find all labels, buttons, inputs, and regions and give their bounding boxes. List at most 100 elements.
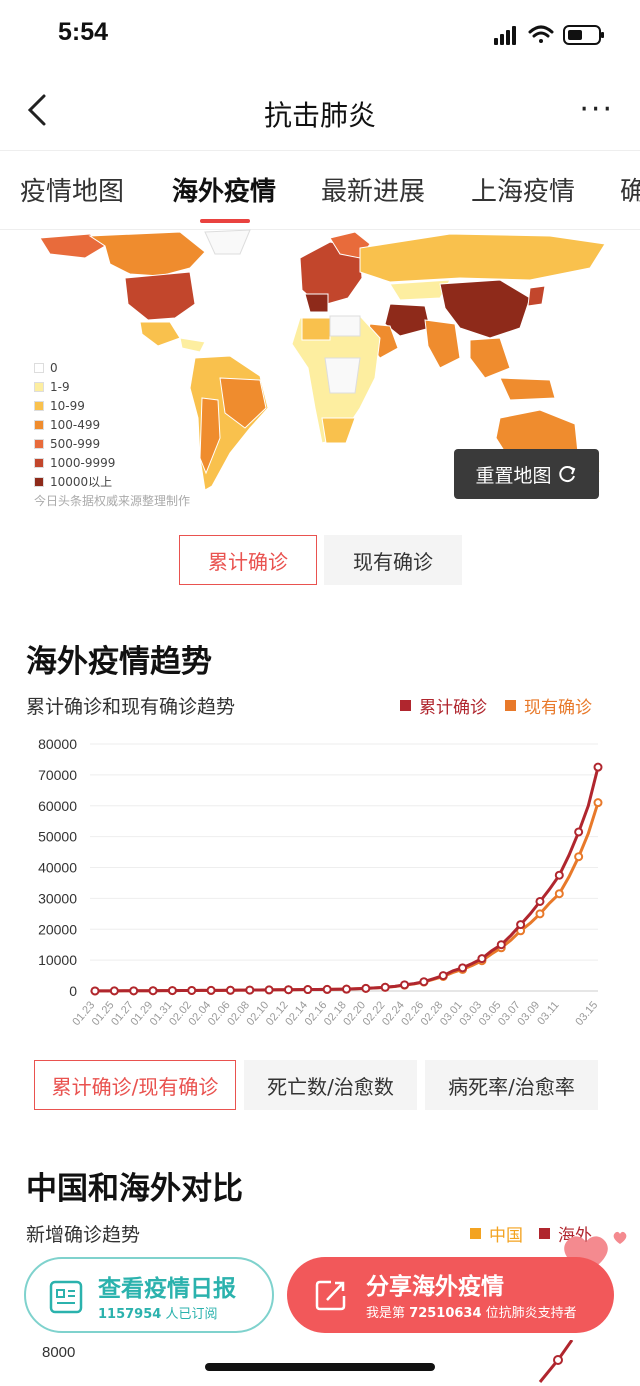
- data-point: [225, 985, 235, 995]
- legend-row: 1000-9999: [34, 453, 115, 472]
- data-point: [90, 986, 100, 996]
- data-point: [496, 940, 506, 950]
- data-point: [129, 986, 139, 996]
- legend-swatch: [34, 362, 44, 373]
- trend-line-chart: 0 10000 20000 30000 40000 50000 60000 70000 8000…: [38, 736, 603, 1028]
- x-tick-label: 03.15: [573, 999, 600, 1028]
- page-title: 抗击肺炎: [263, 99, 376, 132]
- legend-china-swatch: [470, 1228, 481, 1239]
- legend-row: 1-9: [34, 377, 115, 396]
- y-tick-label: 0: [69, 983, 77, 999]
- reset-map-label: 重置地图: [475, 464, 552, 487]
- data-point: [264, 985, 274, 995]
- x-tick-label: 03.09: [515, 999, 542, 1028]
- trend-legend: 累计确诊 现有确诊: [400, 693, 592, 718]
- home-indicator: [205, 1363, 435, 1371]
- report-icon: [49, 1280, 83, 1314]
- more-icon[interactable]: ···: [579, 92, 614, 127]
- share-icon: [315, 1280, 346, 1311]
- legend-china-label: 中国: [489, 1226, 523, 1246]
- compare-axis-label: 8000: [42, 1344, 76, 1361]
- legend-row: 500-999: [34, 434, 115, 453]
- y-tick-label: 70000: [38, 767, 77, 783]
- data-point: [380, 982, 390, 992]
- legend-overseas-swatch: [539, 1228, 550, 1239]
- y-tick-label: 80000: [38, 736, 77, 752]
- data-point: [419, 977, 429, 987]
- share-overseas-button[interactable]: 分享海外疫情 我是第 72510634 位抗肺炎支持者: [287, 1257, 614, 1333]
- toggle-current-button[interactable]: 现有确诊: [324, 535, 462, 585]
- data-point: [303, 985, 313, 995]
- series-line: [95, 766, 600, 993]
- reset-map-button[interactable]: 重置地图: [454, 449, 599, 499]
- refresh-icon: [558, 466, 575, 483]
- data-point: [458, 963, 468, 973]
- series-line: [95, 802, 600, 993]
- legend-swatch: [34, 381, 44, 392]
- back-icon[interactable]: [20, 90, 60, 130]
- data-point: [167, 986, 177, 996]
- y-tick-label: 30000: [38, 890, 77, 906]
- data-point: [516, 920, 526, 930]
- y-tick-label: 60000: [38, 798, 77, 814]
- data-point: [593, 762, 603, 772]
- data-point: [554, 870, 564, 880]
- legend-row: 10-99: [34, 396, 115, 415]
- data-point: [109, 986, 119, 996]
- metric-rate-button[interactable]: 病死率/治愈率: [425, 1060, 598, 1110]
- data-point: [245, 985, 255, 995]
- legend-swatch: [34, 476, 44, 487]
- data-point: [342, 984, 351, 994]
- tab-active-indicator: [200, 219, 250, 223]
- tab-overseas[interactable]: 海外疫情: [172, 177, 277, 207]
- trend-subtitle: 累计确诊和现有确诊趋势: [26, 696, 236, 718]
- data-point: [574, 852, 584, 862]
- data-point: [187, 985, 197, 995]
- data-point: [438, 971, 448, 981]
- compare-subtitle: 新增确诊趋势: [26, 1224, 141, 1246]
- data-point: [283, 985, 293, 995]
- legend-swatch: [34, 457, 44, 468]
- nav-bar: 抗击肺炎 ···: [0, 78, 640, 150]
- data-point: [400, 980, 410, 990]
- signal-icon: [494, 26, 516, 45]
- y-tick-label: 10000: [38, 952, 77, 968]
- compare-section-title: 中国和海外对比: [26, 1171, 243, 1207]
- subscriber-count: 1157954 人已订阅: [98, 1307, 218, 1322]
- y-tick-label: 40000: [38, 860, 77, 876]
- legend-current-swatch: [505, 700, 516, 711]
- data-point: [574, 827, 584, 837]
- tab-latest-progress[interactable]: 最新进展: [321, 177, 426, 207]
- legend-swatch: [34, 400, 44, 411]
- legend-row: 10000以上: [34, 472, 115, 491]
- status-time: 5:54: [58, 18, 109, 46]
- legend-cumulative-swatch: [400, 700, 411, 711]
- tab-epidemic-map[interactable]: 疫情地图: [20, 177, 125, 207]
- data-point: [206, 985, 216, 995]
- legend-cumulative-label: 累计确诊: [419, 698, 487, 718]
- y-tick-label: 20000: [38, 921, 77, 937]
- toggle-cumulative-button[interactable]: 累计确诊: [179, 535, 317, 585]
- data-point: [477, 954, 487, 964]
- trend-section-title: 海外疫情趋势: [26, 644, 212, 680]
- wifi-icon: [528, 25, 554, 43]
- tab-more[interactable]: 确: [620, 171, 640, 208]
- map-legend: 0 1-9 10-99 100-499 500-999 1000-9999 10…: [34, 358, 115, 491]
- legend-row: 0: [34, 358, 115, 377]
- map-source-note: 今日头条据权威来源整理制作: [34, 494, 191, 508]
- legend-swatch: [34, 419, 44, 430]
- data-point: [148, 986, 158, 996]
- compare-line-fragment: [538, 1340, 574, 1383]
- view-daily-report-button[interactable]: 查看疫情日报 1157954 人已订阅: [24, 1257, 274, 1333]
- legend-current-label: 现有确诊: [524, 698, 592, 718]
- x-tick-label: 03.11: [535, 999, 561, 1027]
- metric-deaths-button[interactable]: 死亡数/治愈数: [244, 1060, 417, 1110]
- data-point: [361, 983, 371, 993]
- status-icons: [494, 25, 604, 45]
- tab-shanghai[interactable]: 上海疫情: [471, 177, 576, 207]
- supporter-rank: 我是第 72510634 位抗肺炎支持者: [366, 1306, 577, 1321]
- metric-confirmed-button[interactable]: 累计确诊/现有确诊: [34, 1060, 236, 1110]
- y-tick-label: 50000: [38, 829, 77, 845]
- data-point: [322, 984, 332, 994]
- tab-bar: 疫情地图 海外疫情 最新进展 上海疫情 确: [0, 150, 640, 230]
